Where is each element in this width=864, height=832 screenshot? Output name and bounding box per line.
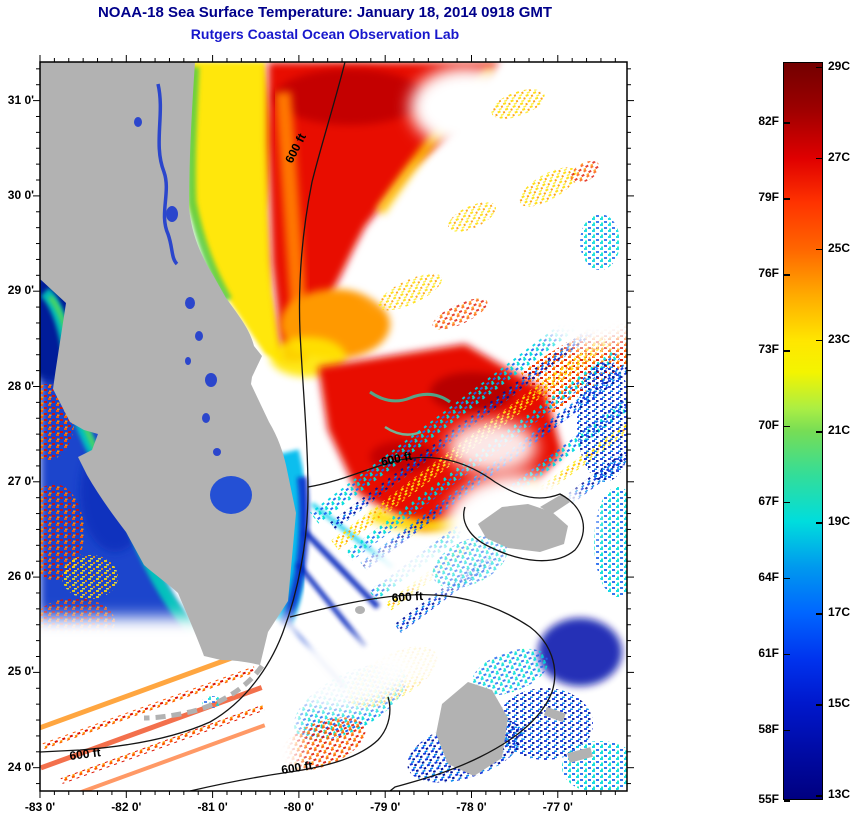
x-tick-label: -81 0' [197, 800, 228, 814]
header: NOAA-18 Sea Surface Temperature: January… [0, 2, 650, 45]
fahrenheit-label: 55F [758, 792, 779, 806]
colorbar-tick [784, 122, 790, 124]
colorbar-gradient [784, 63, 822, 799]
colorbar [783, 62, 823, 800]
celsius-label: 23C [828, 331, 851, 346]
fahrenheit-label: 61F [758, 645, 779, 660]
lake-okeechobee [210, 476, 252, 514]
map-subtitle: Rutgers Coastal Ocean Observation Lab [190, 26, 460, 42]
colorbar-tick [784, 501, 790, 504]
y-tick-label: 24 0' [7, 759, 34, 774]
x-tick-label: -77 0' [542, 800, 573, 814]
contour-label: 600 ft [69, 745, 102, 763]
y-tick-label: 29 0' [7, 283, 34, 298]
x-tick-label: -79 0' [370, 800, 401, 814]
fahrenheit-label: 70F [758, 417, 779, 432]
colorbar-tick [816, 157, 822, 160]
fahrenheit-label: 82F [758, 114, 779, 129]
colorbar-tick [784, 350, 790, 352]
colorbar-tick [816, 431, 822, 433]
inland-water [134, 83, 252, 514]
colorbar-tick [816, 66, 822, 69]
celsius-label: 17C [828, 605, 851, 620]
fahrenheit-label: 79F [758, 190, 779, 205]
y-tick-label: 30 0' [7, 187, 34, 202]
contour-label: 600 ft [380, 449, 414, 469]
celsius-label: 29C [828, 58, 851, 73]
celsius-label: 19C [828, 514, 851, 529]
map-border [39, 61, 628, 792]
map-title: NOAA-18 Sea Surface Temperature: January… [97, 4, 553, 21]
fahrenheit-label: 64F [758, 569, 779, 584]
fahrenheit-label: 73F [758, 342, 779, 356]
contour-label: 600 ft [391, 589, 423, 605]
colorbar-tick [784, 653, 790, 656]
celsius-label: 27C [828, 149, 851, 164]
fahrenheit-label: 76F [758, 266, 779, 281]
celsius-label: 21C [828, 423, 851, 437]
y-tick-label: 25 0' [7, 664, 34, 679]
colorbar-tick [816, 795, 822, 797]
bahama-bank-north [478, 504, 568, 552]
x-tick-label: -78 0' [456, 800, 487, 814]
x-tick-label: -83 0' [24, 800, 56, 814]
florida-keys [143, 664, 265, 721]
colorbar-tick [784, 274, 790, 276]
colorbar-tick [816, 704, 822, 706]
florida-landmass [40, 62, 296, 665]
st-johns-river [156, 83, 179, 266]
celsius-label: 25C [828, 240, 851, 255]
celsius-label: 13C [828, 787, 851, 802]
colorbar-tick [816, 339, 822, 342]
colorbar-tick [784, 800, 790, 802]
celsius-label: 15C [828, 696, 851, 711]
contour-lines [40, 62, 584, 791]
colorbar-tick [784, 729, 790, 732]
axis-ticks [33, 55, 634, 798]
colorbar-tick [784, 425, 790, 428]
colorbar-tick [816, 248, 822, 251]
colorbar-tick [784, 577, 790, 580]
fahrenheit-label: 58F [758, 721, 779, 736]
colorbar-tick [816, 522, 822, 524]
sst-map: 600 ft 600 ft 600 ft 600 ft 600 ft [33, 55, 634, 798]
contour-label: 600 ft [280, 758, 313, 777]
x-tick-label: -82 0' [111, 800, 142, 814]
fahrenheit-label: 67F [758, 493, 779, 508]
map-frame: 600 ft 600 ft 600 ft 600 ft 600 ft [30, 51, 637, 802]
y-tick-label: 27 0' [7, 473, 34, 488]
y-tick-label: 26 0' [7, 569, 34, 584]
colorbar-tick [784, 198, 790, 200]
y-tick-label: 28 0' [7, 378, 34, 393]
y-tick-label: 31 0' [7, 92, 34, 107]
colorbar-tick [816, 613, 822, 615]
x-tick-label: -80 0' [283, 800, 314, 814]
